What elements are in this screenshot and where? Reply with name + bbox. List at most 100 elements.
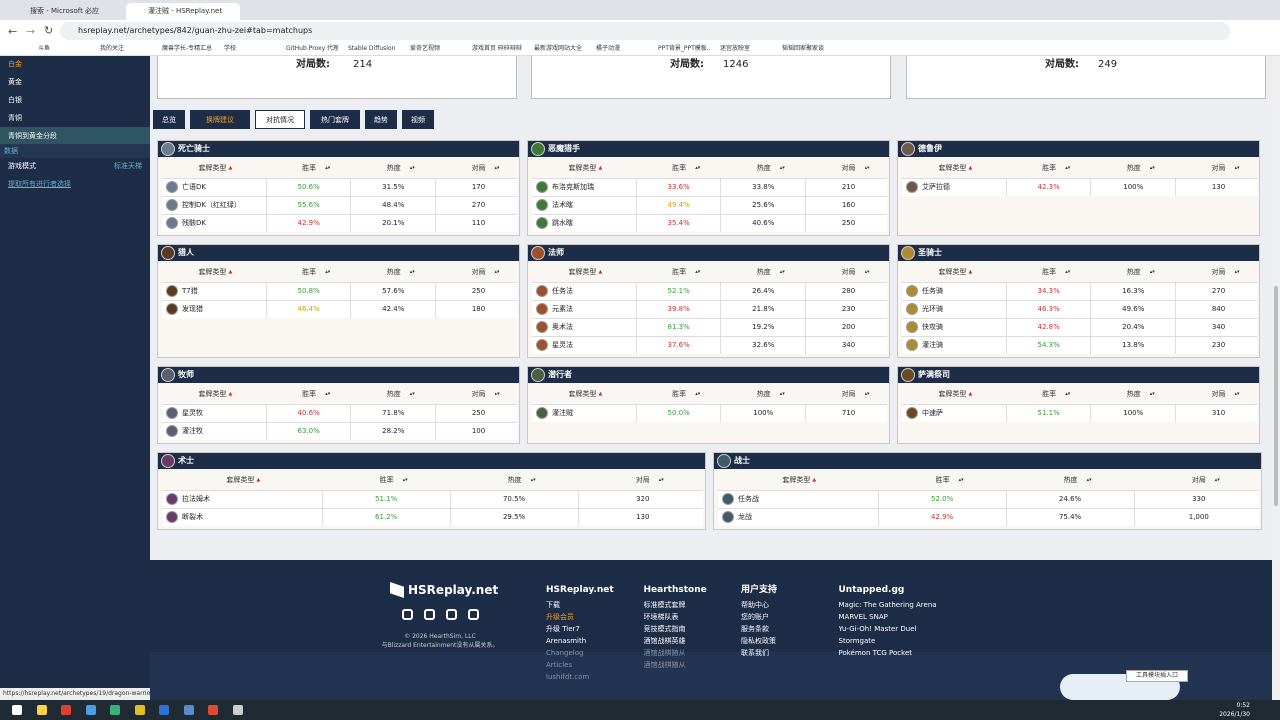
row-bg[interactable] (162, 490, 703, 508)
column-header[interactable]: 套牌类型 (226, 476, 255, 484)
column-header[interactable]: 热度 (386, 268, 401, 276)
social-icon[interactable] (468, 609, 479, 620)
column-header[interactable]: 热度 (756, 390, 771, 398)
bookmark[interactable]: 学校 (224, 45, 237, 52)
column-header[interactable]: 套牌类型 (198, 390, 227, 398)
bookmark[interactable]: 最新游戏网站大全 (534, 45, 583, 52)
column-header[interactable]: 对局 (471, 390, 486, 398)
social-icon[interactable] (402, 609, 413, 620)
taskbar-icon[interactable] (134, 705, 145, 715)
taskbar-icon[interactable] (232, 705, 243, 715)
column-header[interactable]: 套牌类型 (782, 476, 811, 484)
row-bg[interactable] (902, 300, 1257, 318)
row-bg[interactable] (718, 508, 1259, 526)
column-header[interactable]: 热度 (756, 164, 771, 172)
bookmark[interactable]: 斗鱼 (38, 45, 51, 52)
browser-tab[interactable]: 搜索 - Microsoft 必应 (30, 7, 100, 15)
column-header[interactable]: 对局 (841, 268, 856, 276)
row-bg[interactable] (162, 300, 517, 318)
footer-link[interactable]: 帮助中心 (741, 601, 769, 609)
column-header[interactable]: 对局 (1191, 476, 1206, 484)
row-bg[interactable] (162, 214, 517, 232)
column-header[interactable]: 热度 (386, 390, 401, 398)
bookmark[interactable]: 魔兽学长-专精汇总 (162, 45, 213, 52)
row-bg[interactable] (532, 336, 887, 354)
footer-link[interactable]: 服务条款 (741, 625, 769, 633)
column-header[interactable]: 热度 (386, 164, 401, 172)
footer-link[interactable]: Changelog (546, 649, 584, 657)
row-bg[interactable] (902, 178, 1257, 196)
row-bg[interactable] (162, 178, 517, 196)
column-header[interactable]: 对局 (1211, 390, 1226, 398)
row-bg[interactable] (902, 282, 1257, 300)
row-bg[interactable] (532, 282, 887, 300)
row-bg[interactable] (532, 318, 887, 336)
column-header[interactable]: 对局 (1211, 164, 1226, 172)
footer-link[interactable]: Stormgate (838, 637, 876, 645)
column-header[interactable]: 胜率 (379, 476, 394, 484)
row-bg[interactable] (902, 404, 1257, 422)
column-header[interactable]: 套牌类型 (938, 164, 967, 172)
footer-link[interactable]: 酒馆战棋英雄 (643, 637, 686, 645)
taskbar-icon[interactable] (208, 705, 218, 715)
row-bg[interactable] (532, 214, 887, 232)
footer-link[interactable]: 升级 Tier7 (546, 625, 580, 633)
row-bg[interactable] (532, 196, 887, 214)
footer-link[interactable]: 竞技模式指南 (643, 625, 686, 633)
row-bg[interactable] (902, 336, 1257, 354)
rank-item[interactable]: 白金 (8, 60, 22, 68)
row-bg[interactable] (162, 282, 517, 300)
page-tab[interactable]: 视频 (402, 110, 434, 129)
column-header[interactable]: 套牌类型 (938, 268, 967, 276)
column-header[interactable]: 套牌类型 (568, 268, 597, 276)
social-icon[interactable] (424, 609, 435, 620)
column-header[interactable]: 对局 (471, 164, 486, 172)
forward-button[interactable]: → (26, 25, 36, 38)
page-tab[interactable]: 总览 (153, 110, 185, 129)
column-header[interactable]: 套牌类型 (938, 390, 967, 398)
footer-link[interactable]: Arenasmith (546, 637, 587, 645)
popup[interactable]: 工具模块插入口 (1126, 670, 1188, 682)
footer-link[interactable]: 下载 (546, 601, 560, 609)
footer-link[interactable]: 升级会员 (546, 613, 574, 621)
column-header[interactable]: 对局 (471, 268, 486, 276)
column-header[interactable]: 对局 (841, 164, 856, 172)
column-header[interactable]: 胜率 (672, 268, 687, 276)
column-header[interactable]: 套牌类型 (198, 164, 227, 172)
footer-link[interactable]: 标准模式套牌 (643, 601, 686, 609)
bookmark[interactable]: 韬韬回家聚家谈 (782, 45, 825, 52)
column-header[interactable]: 套牌类型 (568, 164, 597, 172)
footer-link[interactable]: MARVEL SNAP (838, 613, 888, 621)
footer-link[interactable]: lushifdt.com (546, 673, 590, 681)
column-header[interactable]: 套牌类型 (568, 390, 597, 398)
bookmark[interactable]: 橘子动漫 (596, 45, 621, 52)
bookmark[interactable]: Stable Diffusion (348, 45, 396, 52)
bookmark[interactable]: 迷宫放映室 (720, 45, 751, 52)
footer-link[interactable]: 您的账户 (741, 613, 769, 621)
column-header[interactable]: 胜率 (302, 164, 317, 172)
rank-item[interactable]: 黄金 (8, 78, 22, 86)
bookmark[interactable]: GitHub Proxy 代理... (286, 45, 338, 52)
column-header[interactable]: 对局 (1211, 268, 1226, 276)
row-bg[interactable] (532, 300, 887, 318)
bookmark[interactable]: 我的关注 (100, 45, 125, 52)
taskbar-icon[interactable] (183, 705, 194, 715)
column-header[interactable]: 胜率 (672, 164, 687, 172)
taskbar-icon[interactable] (159, 705, 169, 715)
bookmark[interactable]: PPT背景_PPT模板... (658, 45, 710, 52)
row-bg[interactable] (162, 404, 517, 422)
footer-link[interactable]: Pokémon TCG Pocket (838, 649, 913, 657)
column-header[interactable]: 胜率 (302, 268, 317, 276)
column-header[interactable]: 热度 (756, 268, 771, 276)
page-tab[interactable]: 对抗情况 (255, 110, 305, 129)
link[interactable]: 提取所有进行者选择 (8, 180, 71, 188)
footer-link[interactable]: Yu-Gi-Oh! Master Duel (838, 625, 917, 633)
page-tab[interactable]: 换牌建议 (190, 110, 250, 129)
rank-item[interactable]: 青铜 (8, 114, 22, 122)
column-header[interactable]: 对局 (635, 476, 650, 484)
footer-link[interactable]: 酒馆战棋随从 (643, 661, 686, 669)
taskbar-icon[interactable] (110, 705, 120, 715)
back-button[interactable]: ← (8, 25, 18, 38)
column-header[interactable]: 套牌类型 (198, 268, 227, 276)
bookmark[interactable]: 游戏首页 碎碎辩辩 (472, 45, 522, 52)
